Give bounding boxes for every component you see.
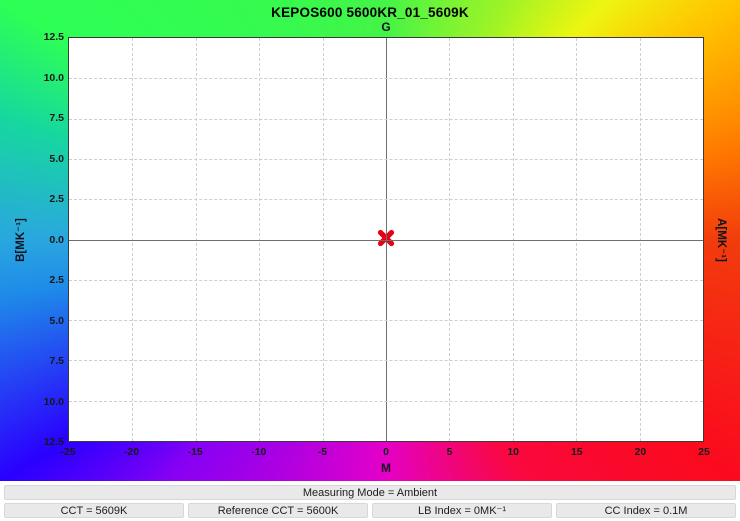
y-tick-label: 2.5 — [49, 274, 64, 286]
horizontal-gridline — [69, 320, 703, 322]
x-tick-label: 10 — [507, 446, 520, 458]
x-tick-label: 25 — [698, 446, 710, 458]
x-tick-label: -25 — [60, 446, 76, 458]
plot-area — [68, 37, 704, 442]
y-tick-label: 7.5 — [49, 355, 64, 367]
horizontal-gridline — [69, 78, 703, 80]
cct-bar: CCT = 5609K — [4, 503, 184, 518]
status-row-readings: CCT = 5609K Reference CCT = 5600K LB Ind… — [4, 503, 736, 518]
y-tick-label: 2.5 — [49, 193, 64, 205]
x-tick-label: -10 — [251, 446, 267, 458]
x-tick-label: -20 — [124, 446, 140, 458]
y-tick-label: 12.5 — [43, 31, 64, 43]
x-tick-label: 0 — [383, 446, 389, 458]
y-tick-label: 12.5 — [43, 436, 64, 448]
x-tick-label: 15 — [570, 446, 583, 458]
y-zero-axis-line — [69, 239, 703, 241]
chart-title: KEPOS600 5600KR_01_5609K — [271, 5, 469, 20]
horizontal-gridline — [69, 360, 703, 362]
y-tick-label: 10.0 — [43, 71, 64, 84]
axis-endpoint-blue-wrapper: B[MK⁻¹] — [0, 37, 40, 442]
color-field-background: KEPOS600 5600KR_01_5609K G 12.5 10.0 7.5 5.… — [0, 0, 740, 481]
horizontal-gridline — [69, 158, 703, 160]
x-tick-label: 5 — [446, 446, 453, 458]
x-tick-label: 20 — [634, 446, 647, 458]
measuring-mode-bar: Measuring Mode = Ambient — [4, 485, 736, 500]
x-tick-label: -5 — [317, 446, 328, 458]
lb-index-bar: LB Index = 0MK⁻¹ — [372, 503, 552, 518]
horizontal-gridline — [69, 118, 703, 120]
y-tick-label: 5.0 — [49, 152, 64, 165]
y-tick-label: 7.5 — [49, 112, 64, 124]
y-tick-label: 0.0 — [49, 233, 64, 246]
cc-index-bar: CC Index = 0.1M — [556, 503, 736, 518]
axis-endpoint-amber-label: A[MK⁻¹] — [714, 217, 727, 262]
reference-cct-bar: Reference CCT = 5600K — [188, 503, 368, 518]
axis-endpoint-magenta-label: M — [381, 461, 391, 475]
axis-endpoint-blue-label: B[MK⁻¹] — [15, 217, 27, 262]
axis-endpoint-amber-wrapper: A[MK⁻¹] — [703, 37, 740, 442]
horizontal-gridline — [69, 279, 703, 281]
y-tick-label: 10.0 — [43, 395, 64, 408]
status-row-measuring-mode: Measuring Mode = Ambient — [4, 485, 736, 500]
x-tick-label: -15 — [187, 446, 203, 458]
x-tick-labels: -25 -20 -15 -10 -5 0 5 10 15 20 25 — [60, 446, 709, 460]
y-tick-labels: 12.5 10.0 7.5 5.0 2.5 0.0 2.5 5.0 7.5 10.0 12.5 — [0, 31, 64, 448]
horizontal-gridline — [69, 400, 703, 402]
y-tick-label: 5.0 — [49, 314, 64, 327]
axis-endpoint-green-label: G — [381, 20, 391, 34]
horizontal-gridline — [69, 199, 703, 201]
